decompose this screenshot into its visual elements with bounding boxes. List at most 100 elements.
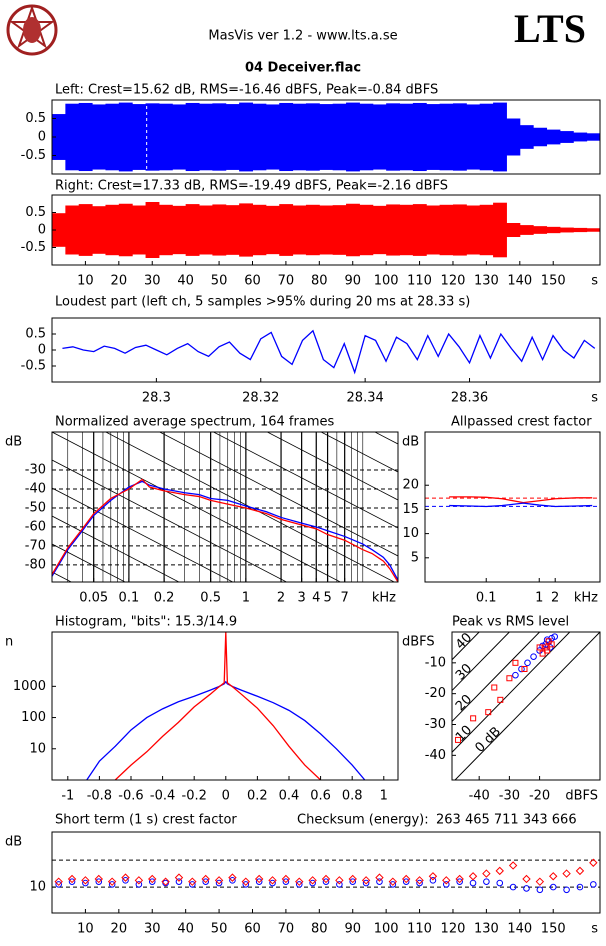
waveform-envelope xyxy=(386,103,401,171)
waveform-envelope xyxy=(319,205,334,255)
plot-area xyxy=(62,329,596,375)
point xyxy=(506,675,513,682)
x-tick-label: 0.2 xyxy=(247,789,268,804)
point xyxy=(322,878,330,885)
waveform-envelope xyxy=(546,129,561,145)
x-tick-label: 150 xyxy=(541,274,566,289)
point xyxy=(549,872,558,881)
plot-frame xyxy=(51,194,601,266)
y-tick-label: 10 xyxy=(29,880,46,895)
waveform-envelope xyxy=(332,103,347,171)
panel-title: Normalized average spectrum, 164 frames xyxy=(55,415,334,430)
waveform-envelope xyxy=(493,202,507,258)
waveform-envelope xyxy=(92,104,106,170)
x-tick-label: 40 xyxy=(177,274,194,289)
x-tick-label: -1 xyxy=(61,789,74,804)
panel-title: Left: Crest=15.62 dB, RMS=-16.46 dBFS, P… xyxy=(55,83,438,98)
point xyxy=(539,650,546,657)
waveform-envelope xyxy=(132,205,147,255)
waveform-envelope xyxy=(506,118,521,156)
panel: Normalized average spectrum, 164 frames d… xyxy=(5,415,399,606)
waveform-envelope xyxy=(199,205,213,255)
y-tick-label: 0 xyxy=(38,343,46,358)
point xyxy=(496,879,504,887)
waveform-envelope xyxy=(252,103,267,171)
waveform-envelope xyxy=(239,102,253,172)
waveform-envelope xyxy=(439,103,454,171)
point xyxy=(509,883,517,891)
waveform-envelope xyxy=(199,103,213,171)
point xyxy=(543,636,551,644)
waveform-envelope xyxy=(493,102,507,172)
waveform-envelope xyxy=(118,203,133,257)
x-axis-label: kHz xyxy=(574,591,598,606)
plot-area xyxy=(52,858,600,894)
crest-line xyxy=(452,632,480,661)
point xyxy=(242,881,250,888)
panel-title: Short term (1 s) crest factor xyxy=(55,813,237,828)
plot-frame xyxy=(51,831,601,914)
point xyxy=(321,874,331,884)
point xyxy=(485,709,492,716)
point xyxy=(536,647,543,654)
waveform-envelope xyxy=(145,103,160,171)
waveform-envelope xyxy=(359,103,374,171)
y-tick-label: 0 xyxy=(38,223,46,238)
y-tick-label: -80 xyxy=(25,557,46,572)
waveform-envelope xyxy=(519,225,534,235)
waveform-envelope xyxy=(52,213,66,247)
waveform-envelope xyxy=(225,205,240,255)
slope-line xyxy=(104,432,396,582)
y-tick-label: -40 xyxy=(25,481,46,496)
x-tick-label: 110 xyxy=(407,274,432,289)
plot-frame xyxy=(451,631,601,781)
plot-area xyxy=(86,632,366,780)
plot-area xyxy=(52,202,600,258)
point xyxy=(468,872,478,881)
x-tick-label: 70 xyxy=(278,274,295,289)
point xyxy=(349,878,357,885)
y-tick-label: 15 xyxy=(402,502,419,517)
x-tick-label: 1 xyxy=(380,789,388,804)
point xyxy=(546,644,554,651)
y-tick-label: -70 xyxy=(25,538,46,553)
x-tick-label: 80 xyxy=(311,922,328,937)
x-tick-label: -20 xyxy=(529,789,550,804)
point xyxy=(483,878,490,885)
point xyxy=(134,876,144,885)
series-line xyxy=(86,680,366,780)
waveform-envelope xyxy=(466,205,481,255)
x-tick-label: 120 xyxy=(441,922,466,937)
waveform-envelope xyxy=(559,131,574,143)
point xyxy=(268,876,277,885)
x-tick-label: 0 xyxy=(222,789,230,804)
point xyxy=(523,885,530,892)
waveform-envelope xyxy=(533,127,548,147)
x-tick-label: 0.5 xyxy=(200,591,221,606)
waveform-envelope xyxy=(479,204,494,256)
point xyxy=(82,879,89,887)
waveform-envelope xyxy=(346,102,360,172)
point xyxy=(401,874,411,884)
point xyxy=(530,653,537,660)
y-tick-label: 0.5 xyxy=(25,327,46,342)
waveform-envelope xyxy=(399,204,414,256)
point xyxy=(495,866,504,876)
y-tick-label: -10 xyxy=(425,655,446,670)
x-tick-label: 10 xyxy=(77,274,94,289)
slope-line xyxy=(158,432,398,557)
point xyxy=(68,878,76,885)
slope-line xyxy=(320,432,398,473)
panel-title: Allpassed crest factor xyxy=(451,415,592,430)
waveform-envelope xyxy=(265,104,280,170)
waveform-envelope xyxy=(305,204,320,256)
point xyxy=(362,879,370,887)
point xyxy=(94,874,103,884)
series-line xyxy=(449,502,593,508)
waveform-envelope xyxy=(412,102,427,172)
x-tick-label: 50 xyxy=(211,922,228,937)
slope-line xyxy=(52,543,126,582)
x-tick-label: -30 xyxy=(499,789,520,804)
y-axis-label: dB xyxy=(5,435,22,450)
